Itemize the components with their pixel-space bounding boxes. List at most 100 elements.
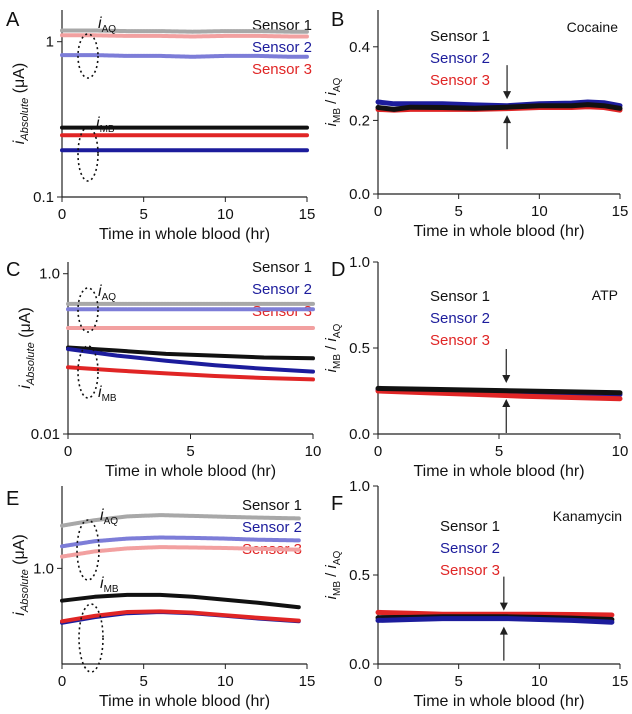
- panel-b-y-tick-label: 0.0: [349, 186, 370, 203]
- panel-d-arrow-up-head: [502, 399, 511, 407]
- panel-b-x-label: Time in whole blood (hr): [413, 223, 584, 240]
- panel-c-x-tick-label: 5: [186, 443, 194, 460]
- panel-e-x-tick-label: 10: [217, 673, 234, 690]
- panel-f-arrow-down-head: [499, 602, 508, 611]
- panel-d-series-sensor-3: [375, 388, 623, 402]
- panel-f-x-tick-label: 15: [612, 673, 629, 690]
- panel-e-series-sensor-1-aq: [60, 513, 301, 528]
- panel-f-y-tick-label: 1.0: [349, 478, 370, 495]
- panel-a-y-tick-label: 1: [46, 34, 54, 51]
- panel-c-label-imb: iMB: [98, 384, 117, 404]
- panel-c-series-sensor-2-mb: [66, 347, 315, 374]
- panel-c-y-tick-label: 1.0: [39, 266, 60, 283]
- panel-e-letter: E: [6, 488, 19, 510]
- panel-c-y-tick-label: 0.01: [31, 426, 60, 443]
- panel-e-y-tick-label: 1.0: [33, 560, 54, 577]
- panel-f-series-sensor-3: [375, 609, 615, 618]
- panel-c-series-sensor-1-mb: [66, 345, 315, 361]
- panel-a-label-imb: iMB: [96, 115, 115, 135]
- panel-b-x-tick-label: 0: [374, 203, 382, 220]
- panel-b-legend-sensor-1: Sensor 1: [430, 28, 490, 45]
- panel-e-oval-mb: [78, 603, 104, 673]
- panel-e-label-iaq: iAQ: [100, 507, 118, 527]
- panel-e-series-sensor-1-mb: [60, 592, 301, 610]
- panel-e-y-label: iAbsolute (μA): [11, 534, 31, 615]
- panel-f-letter: F: [331, 493, 343, 515]
- panel-f-y-tick-label: 0.5: [349, 567, 370, 584]
- panel-c-letter: C: [6, 259, 20, 281]
- panel-d-x-tick-label: 0: [374, 443, 382, 460]
- panel-e-oval-aq: [76, 519, 100, 581]
- panel-d-x-label: Time in whole blood (hr): [413, 463, 584, 480]
- panel-a-series-sensor-2-aq: [60, 53, 309, 59]
- panel-c-y-label: iAbsolute (μA): [17, 307, 37, 388]
- panel-b-letter: B: [331, 9, 344, 31]
- panel-a-series-sensor-1-aq: [60, 28, 309, 34]
- panel-d-y-tick-label: 0.0: [349, 426, 370, 443]
- panel-c-legend-sensor-1: Sensor 1: [252, 259, 312, 276]
- panel-c-oval-mb: [77, 345, 99, 399]
- panel-d-y-tick-label: 0.5: [349, 340, 370, 357]
- panel-d-y-tick-label: 1.0: [349, 254, 370, 271]
- panel-b-y-tick-label: 0.4: [349, 39, 370, 56]
- panel-d-arrow-down-head: [502, 375, 511, 383]
- panel-b-legend-sensor-2: Sensor 2: [430, 50, 490, 67]
- panel-e-series-sensor-3-mb: [60, 609, 301, 624]
- panel-c-x-tick-label: 0: [64, 443, 72, 460]
- panel-b-arrow-up-head: [503, 115, 512, 124]
- panel-d-legend-sensor-3: Sensor 3: [430, 332, 490, 349]
- panel-e-x-tick-label: 5: [139, 673, 147, 690]
- panel-a-y-tick-label: 0.1: [33, 189, 54, 206]
- panel-c-oval-aq: [77, 287, 99, 333]
- panel-b-x-tick-label: 15: [612, 203, 629, 220]
- panel-a-x-label: Time in whole blood (hr): [99, 226, 270, 243]
- panel-d-legend-sensor-1: Sensor 1: [430, 288, 490, 305]
- panel-c-series-sensor-3-mb: [66, 365, 315, 382]
- panel-b-y-label: iMB / iAQ: [323, 77, 343, 126]
- panel-a-letter: A: [6, 9, 20, 31]
- panel-a-legend-sensor-2: Sensor 2: [252, 39, 312, 56]
- panel-a-oval-mb: [77, 126, 99, 182]
- panel-f-x-tick-label: 5: [454, 673, 462, 690]
- panel-a-x-tick-label: 0: [58, 206, 66, 223]
- panel-f-legend-sensor-2: Sensor 2: [440, 540, 500, 557]
- panel-b-legend-sensor-3: Sensor 3: [430, 72, 490, 89]
- panel-a-x-tick-label: 5: [139, 206, 147, 223]
- panel-a-series-sensor-3-aq: [60, 33, 309, 39]
- panel-a-label-iaq: iAQ: [98, 15, 116, 35]
- panel-d-x-tick-label: 5: [495, 443, 503, 460]
- panel-e-series-sensor-3-aq: [60, 545, 301, 559]
- panel-d-title: ATP: [592, 287, 618, 303]
- panel-d-series-sensor-1: [375, 385, 623, 396]
- panel-c-x-label: Time in whole blood (hr): [105, 463, 276, 480]
- panel-c-legend-sensor-2: Sensor 2: [252, 281, 312, 298]
- panel-f-title: Kanamycin: [553, 508, 622, 524]
- panel-a-x-tick-label: 10: [217, 206, 234, 223]
- panel-d-x-tick-label: 10: [612, 443, 629, 460]
- panel-f-legend-sensor-1: Sensor 1: [440, 518, 500, 535]
- panel-a-legend-sensor-3: Sensor 3: [252, 61, 312, 78]
- panel-f-series-sensor-2: [375, 616, 615, 625]
- panel-e-x-tick-label: 15: [299, 673, 316, 690]
- panel-c-label-iaq: iAQ: [98, 283, 116, 303]
- panel-f-arrow-up-head: [499, 626, 508, 635]
- panel-a-x-tick-label: 15: [299, 206, 316, 223]
- panel-e-legend-sensor-2: Sensor 2: [242, 519, 302, 536]
- panel-d-y-label: iMB / iAQ: [323, 323, 343, 372]
- panel-a-oval-aq: [77, 33, 99, 79]
- panel-f-y-label: iMB / iAQ: [323, 550, 343, 599]
- panel-f-legend-sensor-3: Sensor 3: [440, 562, 500, 579]
- panel-e-series-sensor-2-aq: [60, 535, 301, 549]
- panel-b-series-sensor-1: [375, 102, 623, 112]
- panel-e-legend-sensor-1: Sensor 1: [242, 497, 302, 514]
- panel-b-y-tick-label: 0.2: [349, 112, 370, 129]
- panel-b-title: Cocaine: [567, 19, 619, 35]
- panel-b-arrow-down-head: [503, 91, 512, 100]
- panel-f-y-tick-label: 0.0: [349, 656, 370, 673]
- panel-f-x-tick-label: 10: [531, 673, 548, 690]
- panel-b-x-tick-label: 5: [454, 203, 462, 220]
- panel-e-x-label: Time in whole blood (hr): [99, 693, 270, 710]
- panel-b-x-tick-label: 10: [531, 203, 548, 220]
- panel-c-x-tick-label: 10: [305, 443, 322, 460]
